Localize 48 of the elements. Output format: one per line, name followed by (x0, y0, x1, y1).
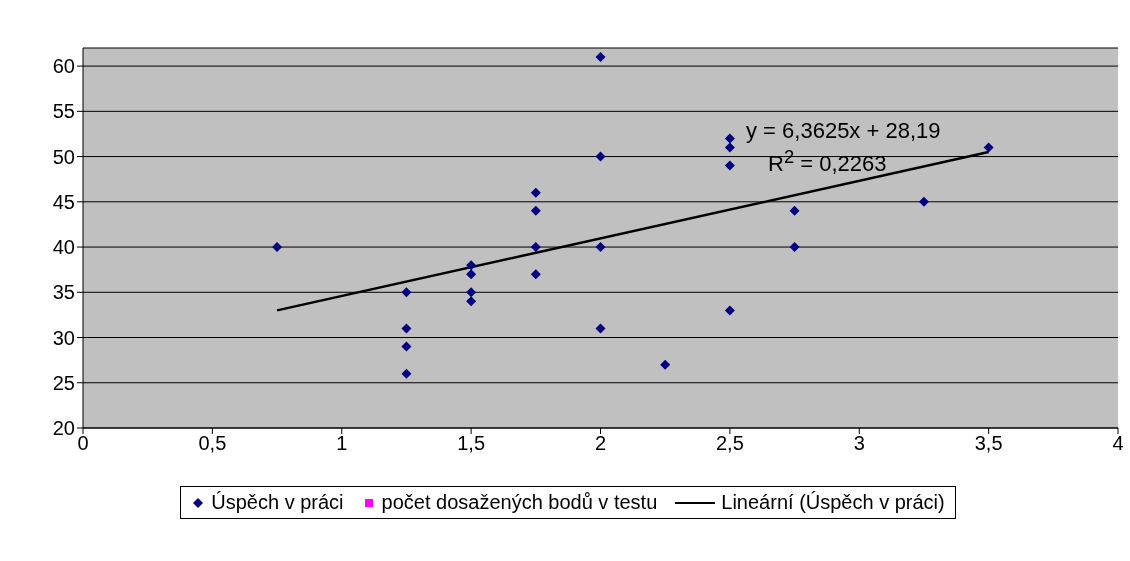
x-tick-label: 4 (1112, 432, 1124, 455)
point (724, 142, 735, 153)
x-tick-label: 0 (77, 432, 89, 455)
y-tick-label: 20 (52, 417, 75, 440)
y-tick-label: 60 (52, 55, 75, 78)
point (401, 287, 412, 298)
legend-label: Lineární (Úspěch v práci) (720, 491, 945, 514)
annotation: y = 6,3625x + 28,19 (746, 118, 941, 144)
point (401, 368, 412, 379)
point (530, 205, 541, 216)
y-tick-label: 25 (52, 371, 75, 394)
point (530, 242, 541, 253)
point (983, 142, 994, 153)
point (595, 52, 606, 63)
point (918, 196, 929, 207)
point (660, 359, 671, 370)
point (595, 151, 606, 162)
point (466, 296, 477, 307)
point (466, 269, 477, 280)
y-tick-label: 50 (52, 145, 75, 168)
y-tick-label: 40 (52, 236, 75, 259)
point (466, 260, 477, 271)
y-tick-label: 35 (52, 281, 75, 304)
y-tick-label: 45 (52, 190, 75, 213)
y-tick-label: 30 (52, 326, 75, 349)
point (724, 160, 735, 171)
x-tick-label: 1,5 (457, 432, 486, 455)
x-tick-label: 2,5 (715, 432, 744, 455)
legend-label: počet dosažených bodů v testu (380, 491, 658, 514)
point (401, 323, 412, 334)
x-tick-label: 1 (336, 432, 348, 455)
point (530, 269, 541, 280)
point (401, 341, 412, 352)
point (466, 287, 477, 298)
point (272, 242, 283, 253)
point (724, 305, 735, 316)
point (789, 242, 800, 253)
point (724, 133, 735, 144)
point (595, 323, 606, 334)
point (789, 205, 800, 216)
y-tick-label: 55 (52, 100, 75, 123)
x-tick-label: 3,5 (974, 432, 1003, 455)
x-tick-label: 0,5 (198, 432, 227, 455)
x-tick-label: 3 (853, 432, 865, 455)
legend-label: Úspěch v práci (210, 491, 344, 514)
x-tick-label: 2 (594, 432, 607, 455)
point (595, 242, 606, 253)
point (530, 187, 541, 198)
